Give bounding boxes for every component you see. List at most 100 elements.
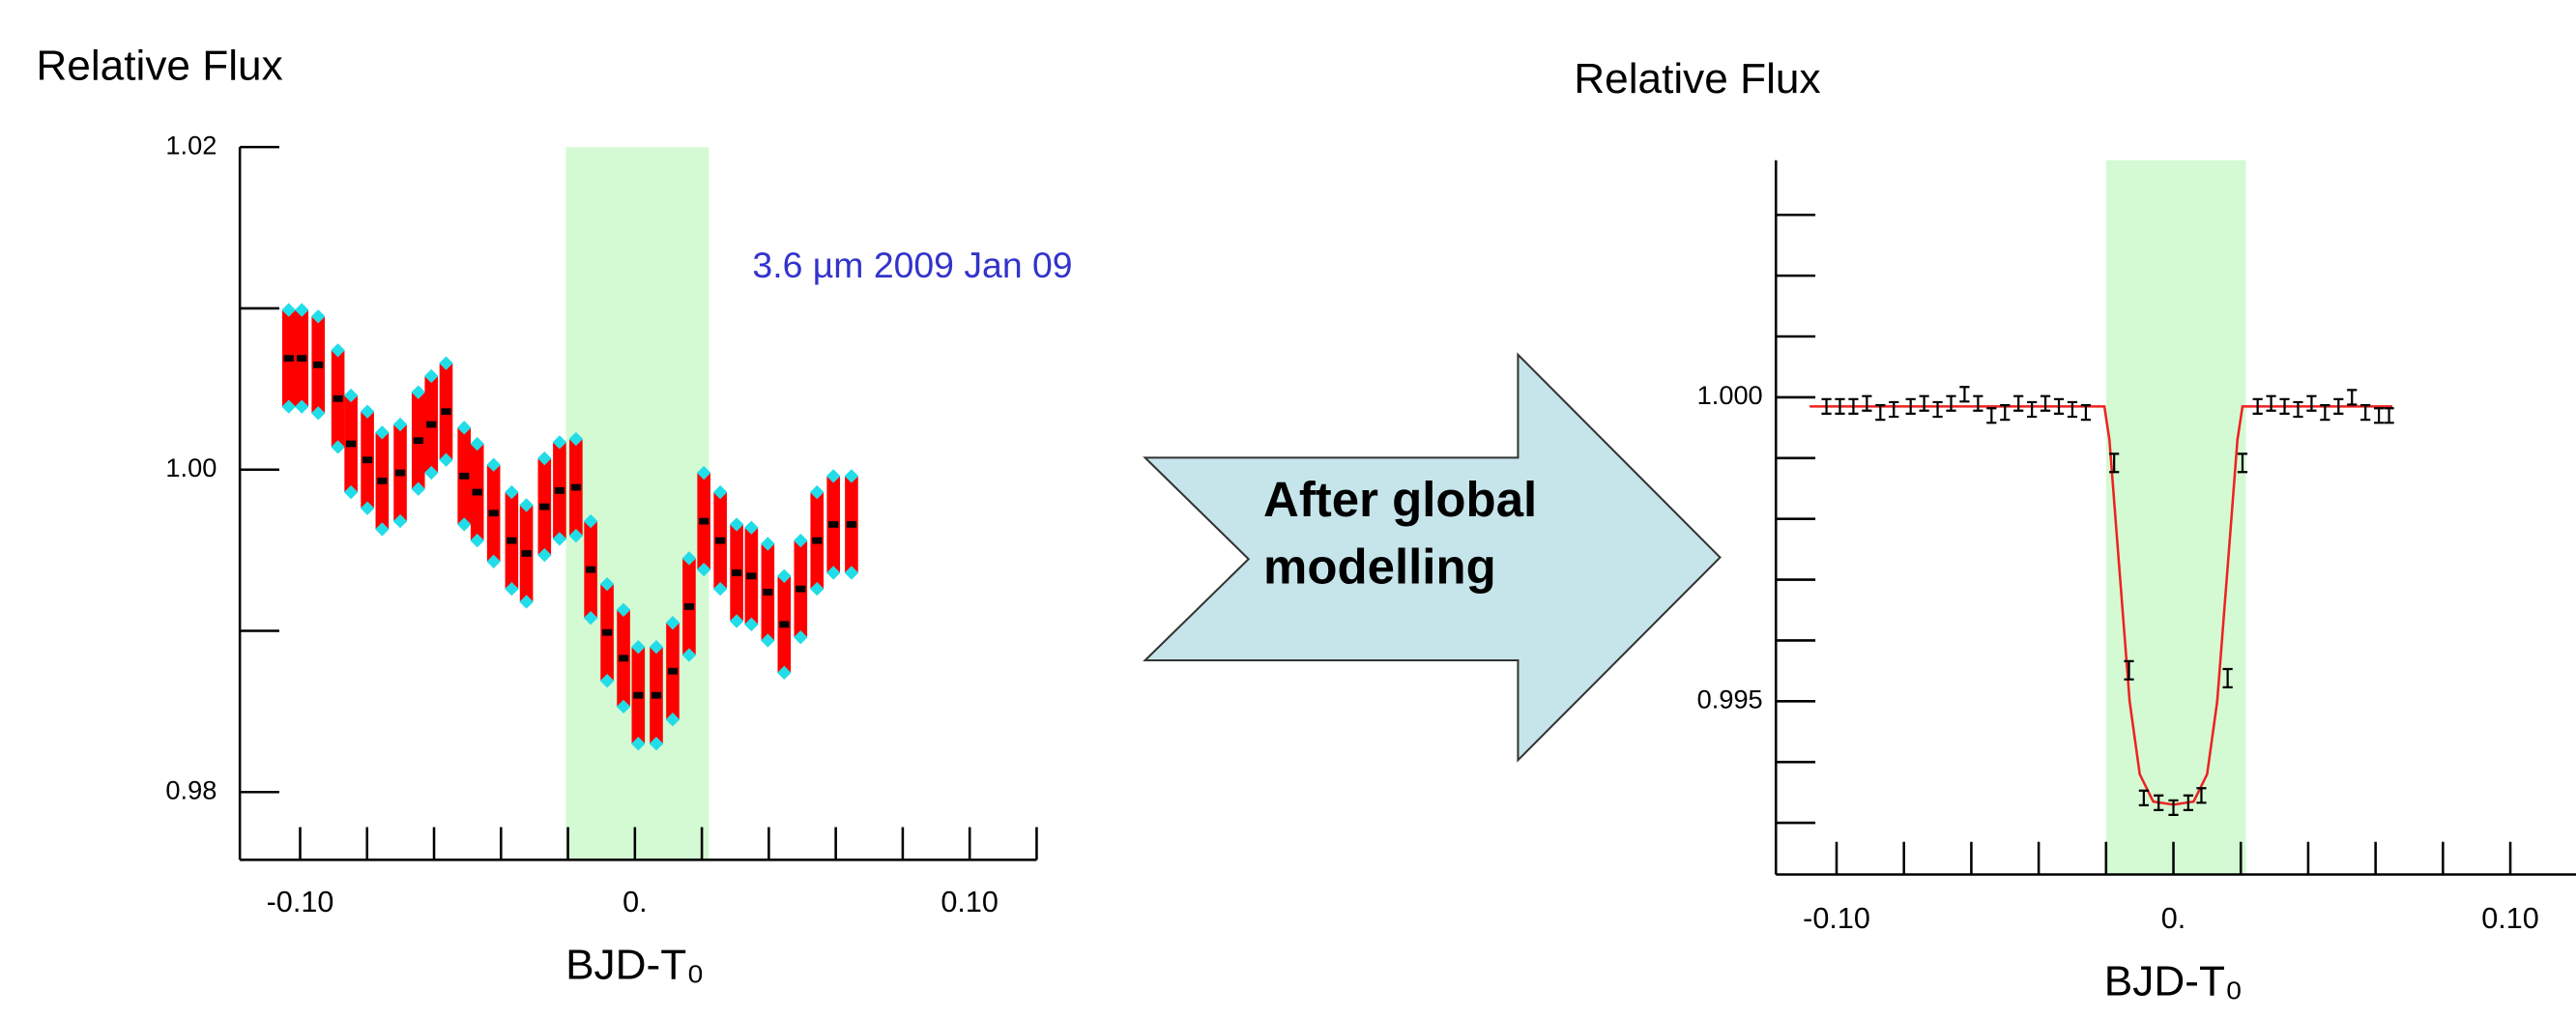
y-axis-title: Relative Flux — [36, 43, 282, 90]
binned-point — [521, 550, 532, 557]
error-bar — [1919, 394, 1929, 412]
raw-point — [470, 436, 484, 452]
error-bar — [1973, 394, 1983, 412]
binned-point — [362, 456, 373, 464]
model-line — [1809, 405, 2393, 806]
binned-point — [746, 572, 757, 580]
y-tick-label: 0.98 — [165, 774, 217, 804]
binned-point — [683, 603, 695, 610]
binned-point — [633, 691, 644, 699]
x-axis-title: BJD-T₀ — [2104, 958, 2243, 1005]
error-bar — [1932, 400, 1943, 419]
raw-point — [470, 533, 484, 548]
raw-point — [665, 713, 680, 727]
raw-point — [519, 595, 534, 609]
raw-point — [343, 484, 359, 500]
raw-point — [552, 532, 567, 546]
raw-point — [777, 568, 792, 583]
error-bar — [2279, 397, 2290, 415]
error-bar — [1946, 394, 1956, 412]
x-tick-label: 0.10 — [2481, 902, 2539, 935]
binned-point — [472, 488, 482, 496]
y-tick-label: 1.02 — [165, 130, 217, 160]
raw-point — [616, 699, 631, 714]
raw-point — [505, 484, 519, 500]
highlight-band — [2105, 160, 2246, 875]
error-bar — [2196, 787, 2207, 804]
x-axis-title: BJD-T₀ — [565, 942, 705, 989]
error-bar — [2080, 403, 2092, 422]
error-bar — [2347, 389, 2358, 406]
binned-point — [554, 487, 565, 494]
raw-point — [616, 602, 631, 617]
error-bar — [2124, 659, 2134, 681]
error-bar — [2183, 794, 2193, 811]
raw-point — [295, 303, 309, 317]
raw-point — [505, 581, 519, 597]
raw-point — [537, 451, 552, 466]
error-bar — [2013, 394, 2024, 412]
raw-point — [281, 303, 296, 317]
binned-point — [732, 569, 742, 576]
raw-point — [583, 610, 598, 626]
error-bar — [1905, 397, 1916, 415]
raw-point — [761, 537, 775, 551]
raw-point — [439, 356, 453, 370]
error-bar — [2027, 400, 2038, 419]
arrow-text: After global — [1263, 472, 1537, 527]
x-tick-label: 0. — [2161, 902, 2186, 935]
error-bar — [2384, 407, 2394, 424]
binned-point — [846, 521, 857, 528]
error-bar — [2333, 397, 2344, 415]
raw-point — [360, 404, 375, 419]
error-bar — [1862, 394, 1872, 412]
error-bar — [2266, 394, 2276, 412]
y-tick-label: 1.000 — [1697, 380, 1763, 410]
error-bar — [2053, 397, 2065, 415]
error-bar — [1835, 397, 1845, 415]
raw-point — [343, 388, 359, 403]
raw-point — [424, 368, 439, 384]
raw-point — [665, 615, 680, 630]
binned-point — [715, 537, 726, 544]
binned-point — [763, 589, 773, 596]
error-bar — [2138, 789, 2149, 806]
raw-point — [486, 457, 501, 472]
binned-point — [313, 361, 324, 368]
raw-point — [552, 435, 567, 450]
binned-point — [699, 517, 709, 525]
binned-point — [488, 510, 499, 517]
raw-point — [744, 520, 759, 535]
x-tick-label: 0.10 — [941, 886, 999, 918]
x-tick-label: -0.10 — [1803, 902, 1870, 935]
y-tick-label: 1.00 — [165, 452, 217, 482]
binned-point — [539, 503, 550, 510]
error-bar — [2293, 400, 2303, 419]
binned-point — [441, 408, 451, 416]
error-bar — [2154, 794, 2164, 811]
raw-point — [439, 452, 453, 467]
binned-point — [394, 469, 406, 477]
raw-point — [295, 399, 309, 414]
binned-point — [459, 473, 470, 480]
raw-point — [519, 498, 534, 512]
error-bar — [2320, 403, 2330, 422]
error-bar — [1986, 407, 1997, 424]
error-bar — [1848, 397, 1859, 415]
x-tick-label: -0.10 — [267, 886, 334, 918]
raw-point — [310, 309, 326, 324]
error-bar — [1875, 403, 1886, 422]
error-bar — [2252, 397, 2263, 415]
error-bar — [1821, 397, 1832, 415]
binned-point — [333, 394, 343, 402]
error-bar — [1959, 386, 1970, 403]
error-bar — [1889, 400, 1899, 419]
binned-point — [828, 521, 839, 528]
raw-point — [331, 343, 345, 358]
error-bar — [2067, 400, 2078, 419]
y-tick-label: 0.995 — [1697, 685, 1763, 714]
binned-point — [507, 537, 517, 544]
raw-point — [281, 399, 296, 414]
